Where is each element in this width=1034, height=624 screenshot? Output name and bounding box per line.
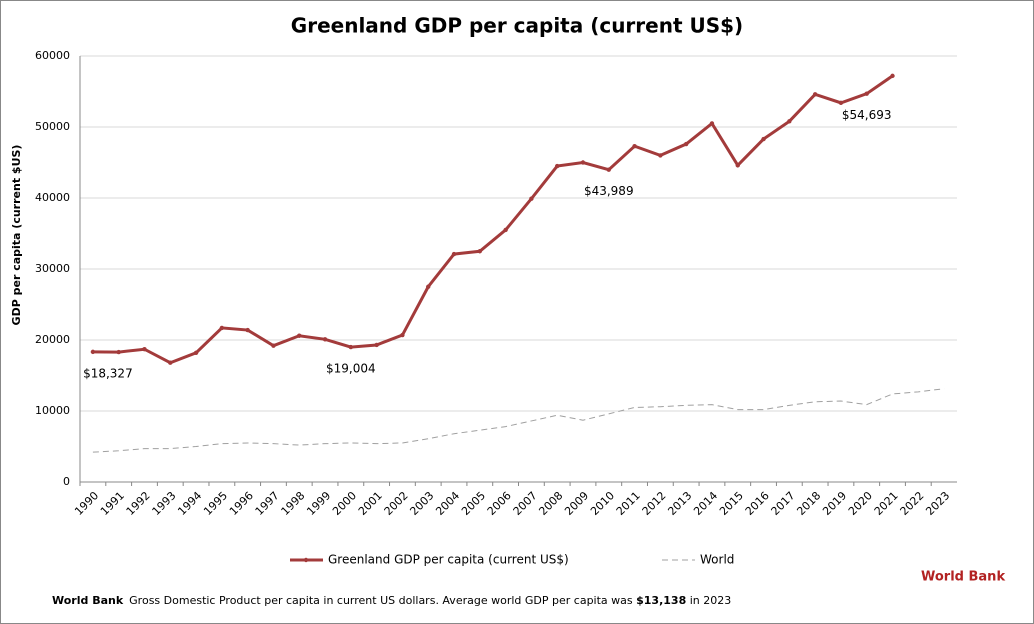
data-label: $18,327 — [83, 366, 133, 380]
data-label: $43,989 — [584, 184, 634, 198]
footer-text: Gross Domestic Product per capita in cur… — [129, 594, 636, 607]
legend-label: World — [700, 553, 734, 567]
point — [426, 284, 431, 289]
y-tick-label: 50000 — [35, 120, 70, 133]
point — [787, 119, 792, 124]
point — [606, 167, 611, 172]
point — [245, 327, 250, 333]
footer-note: World Bank Gross Domestic Product per cap… — [52, 594, 731, 607]
point — [348, 344, 354, 350]
point — [322, 337, 328, 342]
point — [812, 92, 818, 97]
y-tick-label: 40000 — [35, 191, 70, 204]
point — [890, 73, 895, 79]
point — [580, 160, 586, 165]
point — [477, 249, 483, 254]
point — [761, 136, 766, 142]
brand: World Bank — [921, 570, 1005, 585]
footer-source: World Bank — [52, 594, 124, 607]
point — [400, 332, 405, 338]
point — [709, 121, 715, 126]
y-tick-label: 20000 — [35, 333, 70, 346]
point — [297, 333, 302, 338]
footer-end: in 2023 — [686, 594, 731, 607]
point — [529, 196, 534, 201]
footer-highlight: $13,138 — [636, 594, 686, 607]
point — [219, 325, 225, 331]
chart-title: Greenland GDP per capita (current US$) — [291, 14, 743, 38]
point — [632, 143, 637, 149]
point — [451, 251, 457, 257]
point — [168, 360, 173, 365]
point — [271, 343, 276, 348]
point — [503, 227, 508, 233]
y-tick-label: 10000 — [35, 404, 70, 417]
point — [683, 141, 689, 147]
point — [90, 349, 96, 355]
point — [554, 163, 560, 169]
legend-marker — [303, 557, 309, 563]
point — [142, 347, 147, 352]
data-label: $54,693 — [842, 108, 892, 122]
y-tick-label: 0 — [63, 475, 70, 488]
point — [374, 342, 379, 348]
point — [116, 349, 121, 355]
point — [658, 153, 663, 158]
series-line — [92, 74, 894, 365]
data-label: $19,004 — [326, 362, 376, 376]
series-line — [92, 388, 945, 453]
y-tick-label: 60000 — [35, 49, 70, 62]
point — [735, 163, 740, 168]
y-axis-label: GDP per capita (current $US) — [10, 145, 23, 326]
y-tick-label: 30000 — [35, 262, 70, 275]
point — [864, 91, 869, 96]
point — [838, 100, 844, 106]
legend-label: Greenland GDP per capita (current US$) — [328, 553, 569, 567]
point — [193, 350, 199, 355]
